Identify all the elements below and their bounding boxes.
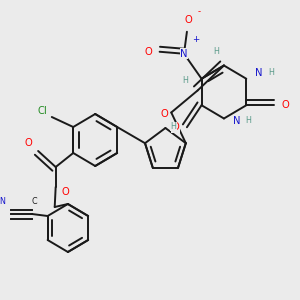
Text: H: H [245,116,251,125]
Text: O: O [281,100,289,110]
Text: H: H [213,47,219,56]
Text: H: H [170,122,176,131]
Text: H: H [268,68,274,77]
Text: N: N [255,68,263,78]
Text: -: - [198,7,201,16]
Text: H: H [182,76,188,85]
Text: O: O [25,138,32,148]
Text: Cl: Cl [37,106,47,116]
Text: N: N [0,197,5,206]
Text: C: C [31,197,37,206]
Text: O: O [160,109,168,119]
Text: O: O [144,47,152,57]
Text: O: O [171,122,179,132]
Text: O: O [61,187,69,197]
Text: O: O [184,15,192,25]
Text: N: N [233,116,240,125]
Text: +: + [192,35,199,44]
Text: N: N [180,49,188,59]
